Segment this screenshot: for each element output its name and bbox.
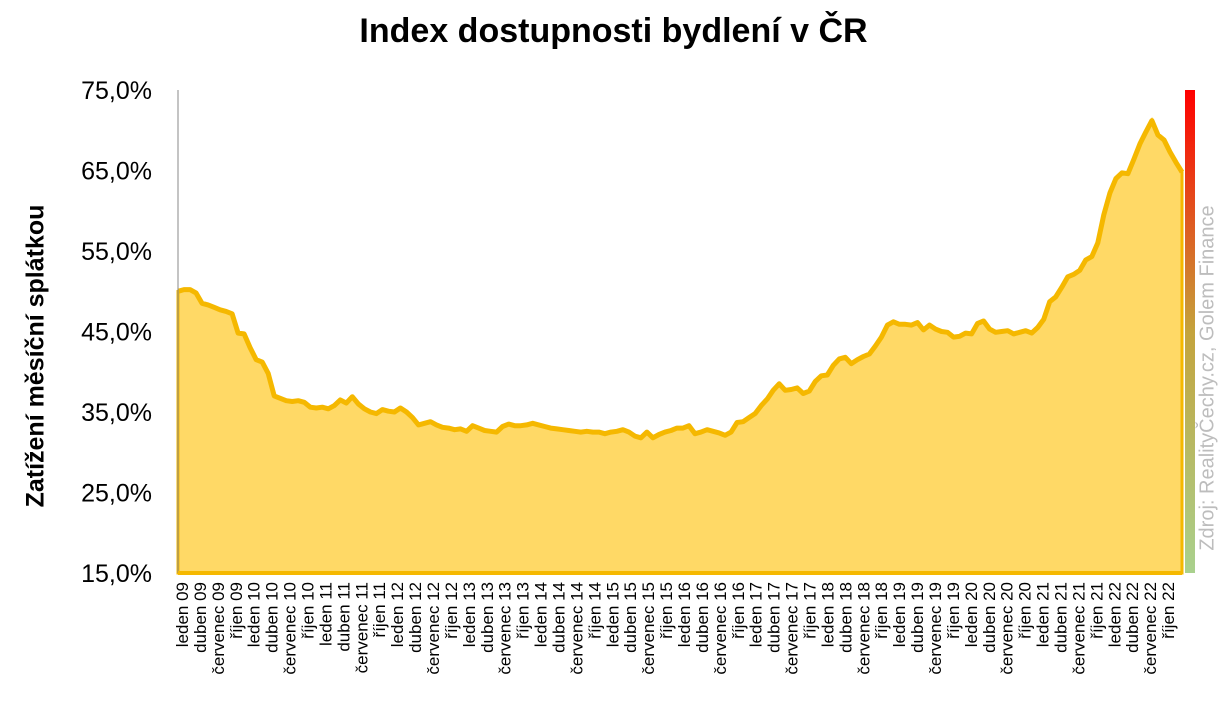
y-tick-label: 45,0% — [81, 319, 152, 347]
x-tick-label: duben 10 — [263, 582, 282, 653]
x-tick-label: červenec 14 — [567, 582, 586, 675]
series-line — [177, 118, 1185, 441]
x-tick-label: leden 09 — [173, 582, 192, 647]
x-tick-label: červenec 17 — [783, 582, 802, 675]
x-tick-label: říjen 12 — [442, 582, 461, 639]
x-tick-label: leden 15 — [603, 582, 622, 647]
x-tick-label: červenec 22 — [1141, 582, 1160, 675]
y-tick-label: 75,0% — [81, 77, 152, 105]
x-tick-label: červenec 19 — [926, 582, 945, 675]
x-tick-label: duben 20 — [980, 582, 999, 653]
x-tick-label: leden 16 — [675, 582, 694, 647]
affordability-scale-bar — [1185, 90, 1195, 573]
x-tick-label: leden 13 — [460, 582, 479, 647]
x-tick-label: duben 19 — [908, 582, 927, 653]
x-tick-label: říjen 20 — [1016, 582, 1035, 639]
x-tick-label: červenec 09 — [209, 582, 228, 675]
x-tick-label: říjen 11 — [370, 582, 389, 637]
x-tick-label: červenec 20 — [998, 582, 1017, 675]
x-tick-label: říjen 16 — [729, 582, 748, 639]
x-tick-label: červenec 18 — [854, 582, 873, 675]
x-tick-label: duben 14 — [550, 582, 569, 653]
x-tick-label: duben 12 — [406, 582, 425, 653]
y-tick-label: 65,0% — [81, 158, 152, 186]
x-tick-label: říjen 09 — [227, 582, 246, 639]
x-tick-label: říjen 22 — [1159, 582, 1178, 639]
x-tick-label: červenec 21 — [1069, 582, 1088, 675]
x-tick-label: červenec 12 — [424, 582, 443, 675]
x-tick-label: říjen 10 — [299, 582, 318, 639]
x-tick-label: duben 09 — [191, 582, 210, 653]
x-tick-label: červenec 15 — [639, 582, 658, 675]
x-tick-label: leden 11 — [316, 582, 335, 646]
x-tick-label: duben 15 — [621, 582, 640, 653]
x-tick-label: leden 22 — [1105, 582, 1124, 647]
area-fill — [176, 117, 1184, 575]
x-tick-label: leden 21 — [1034, 582, 1053, 647]
x-tick-label: červenec 16 — [711, 582, 730, 675]
data-area — [176, 117, 1185, 575]
y-axis-ticks: 15,0% 25,0% 35,0% 45,0% 55,0% 65,0% 75,0% — [81, 77, 152, 588]
x-tick-label: říjen 13 — [514, 582, 533, 639]
x-tick-label: říjen 19 — [944, 582, 963, 639]
x-tick-label: říjen 15 — [657, 582, 676, 639]
x-tick-label: leden 18 — [818, 582, 837, 647]
y-tick-label: 35,0% — [81, 399, 152, 427]
x-tick-label: říjen 14 — [585, 582, 604, 639]
x-tick-label: duben 11 — [334, 582, 353, 652]
x-tick-label: leden 19 — [890, 582, 909, 647]
x-tick-label: leden 12 — [388, 582, 407, 647]
x-tick-label: duben 18 — [836, 582, 855, 653]
x-tick-label: duben 13 — [478, 582, 497, 653]
x-tick-label: červenec 10 — [281, 582, 300, 675]
x-tick-label: duben 22 — [1123, 582, 1142, 653]
x-tick-label: duben 16 — [693, 582, 712, 653]
x-tick-label: leden 17 — [747, 582, 766, 647]
x-tick-label: říjen 21 — [1087, 582, 1106, 639]
x-tick-label: leden 10 — [245, 582, 264, 647]
x-tick-label: leden 20 — [962, 582, 981, 647]
y-tick-label: 55,0% — [81, 238, 152, 266]
x-tick-label: červenec 13 — [496, 582, 515, 675]
x-tick-label: červenec 11 — [352, 582, 371, 673]
x-tick-label: duben 17 — [765, 582, 784, 653]
y-tick-label: 25,0% — [81, 480, 152, 508]
source-note-text: Zdroj: RealityČechy.cz, Golem Finance — [1196, 205, 1219, 551]
x-tick-label: říjen 17 — [801, 582, 820, 639]
x-tick-label: duben 21 — [1052, 582, 1071, 653]
chart-title: Index dostupnosti bydlení v ČR — [359, 12, 868, 50]
x-tick-label: říjen 18 — [872, 582, 891, 639]
x-tick-label: leden 14 — [532, 582, 551, 647]
y-tick-label: 15,0% — [81, 560, 152, 588]
